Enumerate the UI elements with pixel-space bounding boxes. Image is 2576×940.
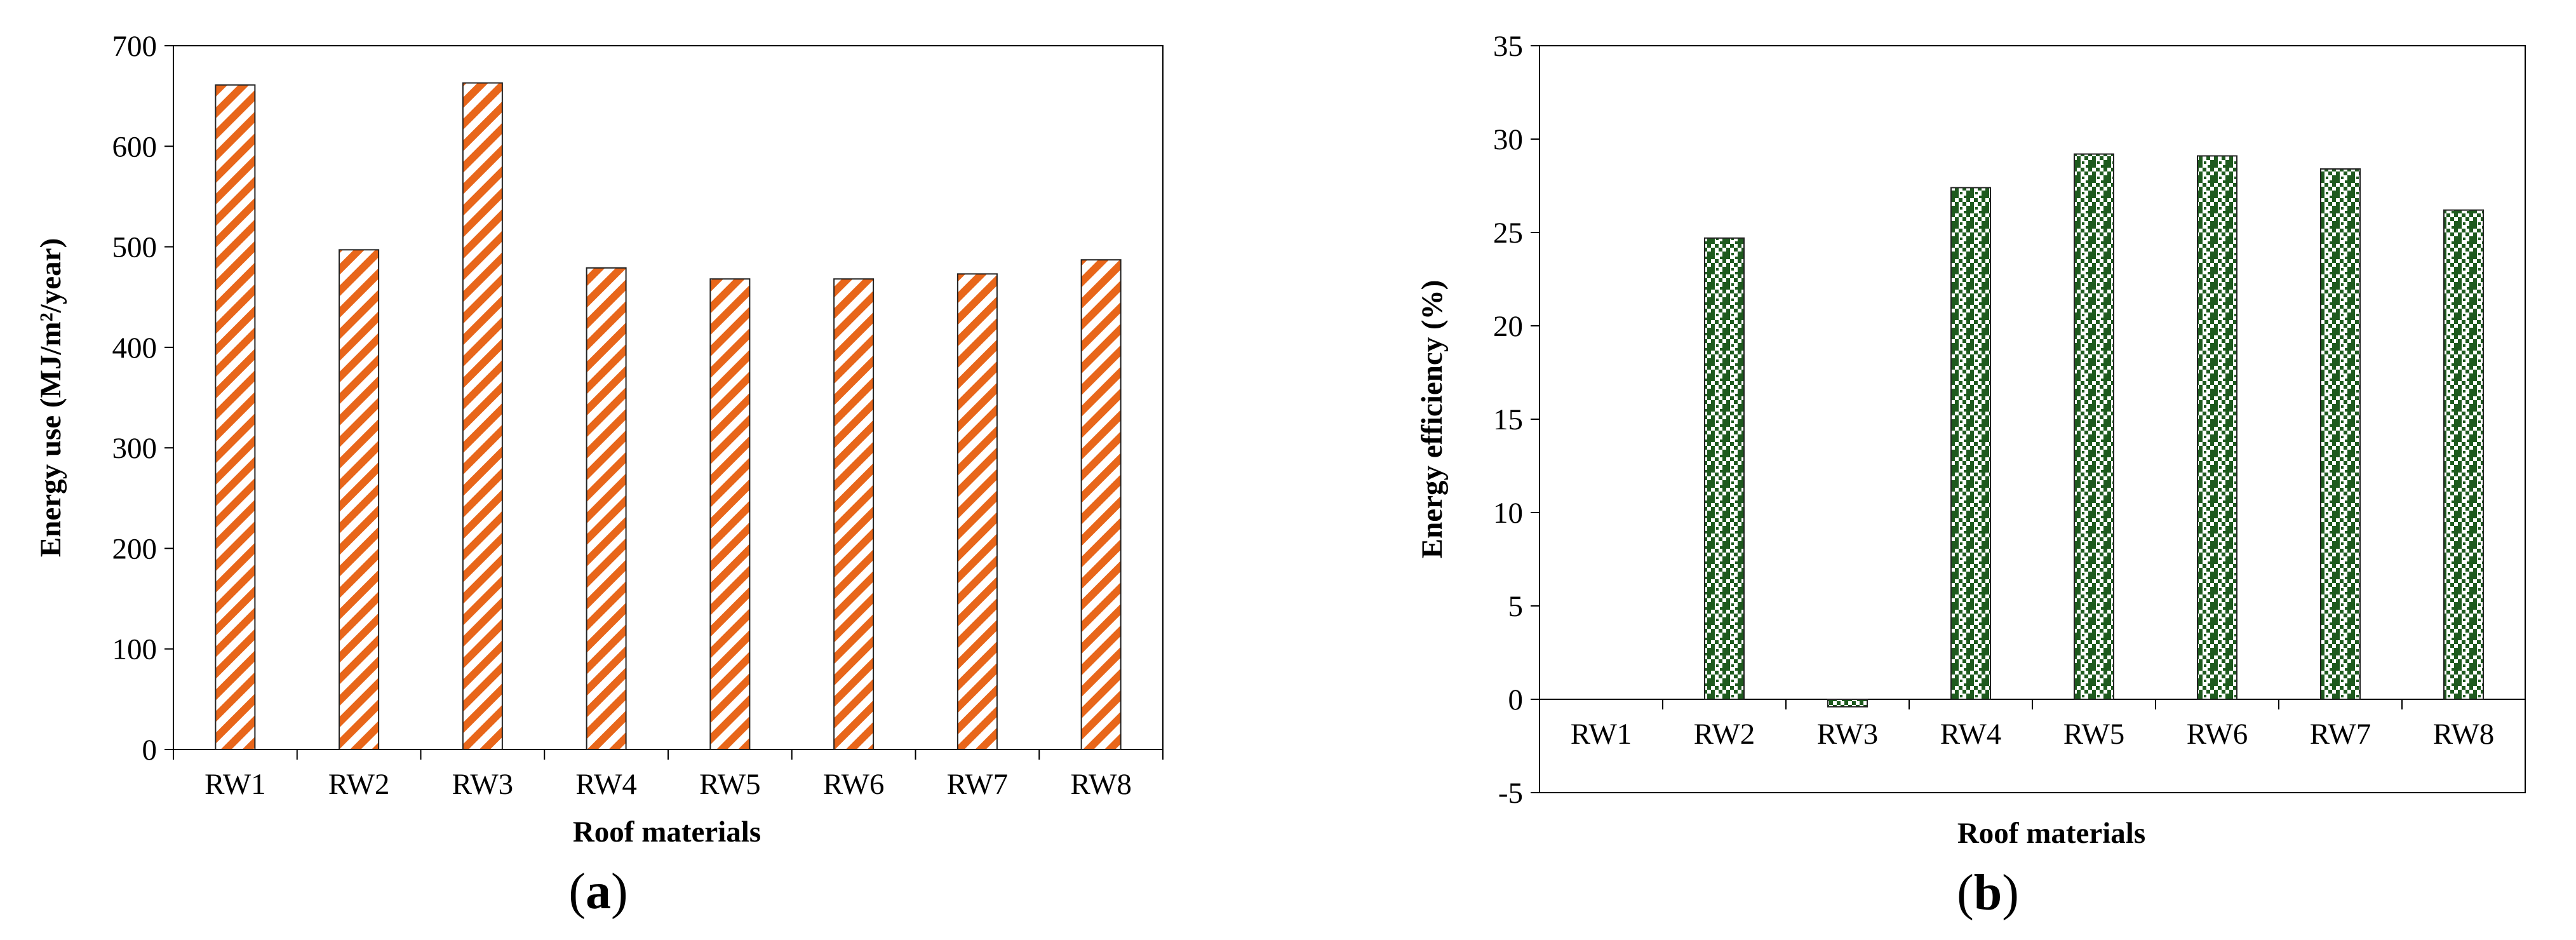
bar-rw2 [1704, 237, 1745, 700]
x-tick-label: RW6 [2187, 718, 2248, 751]
x-tick-label: RW7 [947, 768, 1009, 801]
bar-rw3 [1827, 699, 1868, 708]
y-tick-label: 400 [112, 332, 158, 365]
y-tick-label: 100 [112, 633, 158, 666]
chart-panel-b: -5 0 5 10 15 20 25 30 35 RW1 RW2 RW3 RW4 RW5 RW6 RW7 RW… [1416, 30, 2526, 921]
y-tick-label: 0 [142, 734, 158, 767]
bar-rw5 [2074, 153, 2114, 700]
x-tick-label: RW1 [205, 768, 266, 801]
x-tick-label: RW1 [1571, 718, 1632, 751]
y-axis-title-b: Energy efficiency (%) [1416, 280, 1449, 559]
x-tick-label: RW5 [699, 768, 761, 801]
x-tick-label: RW2 [1694, 718, 1755, 751]
panel-label-b: (b) [1957, 865, 2019, 921]
y-tick-label: 15 [1493, 403, 1523, 436]
x-tick-label: RW7 [2310, 718, 2371, 751]
bar-rw8 [1080, 259, 1122, 750]
bar-rw7 [956, 273, 998, 750]
y-tick-label: 500 [112, 231, 158, 264]
bar-rw3 [462, 82, 503, 751]
y-tick-label: 600 [112, 130, 158, 163]
bar-rw2 [339, 249, 380, 750]
bar-rw6 [833, 278, 875, 751]
y-tick-label: 5 [1508, 590, 1524, 623]
y-tick-label: 0 [1508, 683, 1524, 716]
x-tick-label: RW3 [452, 768, 514, 801]
y-axis-title-a: Energy use (MJ/m²/year) [34, 238, 67, 557]
y-tick-label: 700 [112, 30, 158, 63]
y-tick-label: 10 [1493, 497, 1523, 530]
bar-rw1 [215, 84, 256, 750]
chart-panel-a: 0 100 200 300 400 500 600 700 RW1 RW2 RW3 RW4 RW5 RW… [34, 30, 1164, 920]
y-tick-label: 25 [1493, 217, 1523, 250]
y-tick-label: 300 [112, 432, 158, 465]
x-tick-label: RW8 [1070, 768, 1132, 801]
bar-rw7 [2320, 168, 2361, 701]
y-tick-label: 20 [1493, 310, 1523, 343]
x-axis-title-b: Roof materials [1957, 817, 2145, 850]
x-tick-label: RW4 [1940, 718, 2002, 751]
x-tick-label: RW2 [328, 768, 390, 801]
x-axis-title-a: Roof materials [573, 816, 761, 849]
bar-rw6 [2197, 155, 2237, 700]
plot-area-b [1539, 45, 2526, 793]
bar-rw4 [1950, 187, 1991, 700]
y-tick-label: 200 [112, 532, 158, 565]
y-tick-label: 30 [1493, 123, 1523, 156]
y-tick-label: -5 [1498, 777, 1523, 810]
x-tick-label: RW6 [823, 768, 885, 801]
bar-rw4 [586, 267, 627, 751]
x-tick-label: RW3 [1817, 718, 1879, 751]
plot-area-a [173, 45, 1164, 750]
panel-label-a: (a) [568, 864, 627, 920]
x-tick-label: RW4 [575, 768, 637, 801]
x-tick-label: RW8 [2433, 718, 2495, 751]
bar-rw8 [2443, 209, 2484, 701]
bar-rw5 [709, 278, 751, 751]
y-tick-label: 35 [1493, 30, 1523, 63]
x-tick-label: RW5 [2063, 718, 2125, 751]
